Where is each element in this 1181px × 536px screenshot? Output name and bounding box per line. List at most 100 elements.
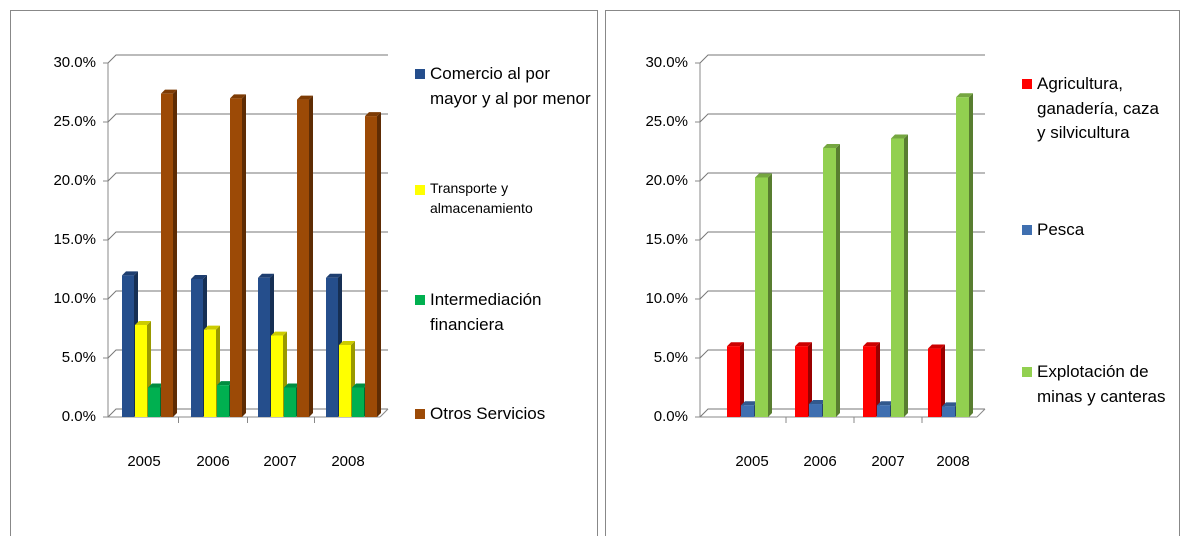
bar-front [365, 116, 377, 417]
bar-top [135, 320, 151, 325]
bar-front [877, 405, 890, 417]
legend-item: Otros Servicios [415, 402, 595, 427]
x-tick-label: 2007 [871, 453, 904, 470]
grid-line [699, 54, 985, 64]
bar-front [956, 97, 969, 417]
y-tick-label: 10.0% [645, 290, 688, 307]
y-tick-label: 20.0% [53, 172, 96, 189]
bar-front [823, 147, 836, 417]
legend-item: Transporte y almacenamiento [415, 178, 595, 219]
legend-swatch [1022, 367, 1032, 377]
bar [161, 89, 177, 418]
bar [230, 94, 246, 418]
y-tick-label: 30.0% [53, 54, 96, 71]
bar-front [863, 346, 876, 417]
legend-swatch [415, 69, 425, 79]
legend-label: Pesca [1037, 220, 1085, 239]
bar-front [795, 346, 808, 417]
bar-front [928, 348, 941, 417]
bar-front [161, 93, 173, 418]
bar-top [956, 93, 973, 98]
bar-top [942, 402, 959, 407]
bar-front [271, 335, 283, 417]
legend-swatch [415, 409, 425, 419]
legend-item: Intermediación financiera [415, 288, 595, 337]
bar-front [727, 346, 740, 417]
bar-top [928, 344, 945, 349]
bar-front [217, 385, 229, 417]
bar-side [740, 342, 744, 417]
bar-side [836, 143, 840, 417]
legend-item: Pesca [1022, 218, 1172, 243]
legend-label: Comercio al por mayor y al por menor [430, 64, 591, 108]
bar-top [339, 341, 355, 346]
grid-line [107, 172, 388, 182]
bar-front [284, 387, 296, 417]
bar-front [148, 387, 160, 417]
bar [823, 143, 840, 417]
bar [365, 112, 381, 417]
bar-front [258, 277, 270, 417]
x-tick-label: 2008 [936, 453, 969, 470]
bar-top [863, 342, 880, 347]
x-tick-label: 2007 [263, 453, 296, 470]
bar-top [877, 401, 894, 406]
bar-top [258, 273, 274, 278]
legend-swatch [1022, 225, 1032, 235]
y-tick-label: 30.0% [645, 54, 688, 71]
bar-front [135, 324, 147, 417]
bar-front [755, 177, 768, 417]
bar-top [271, 331, 287, 336]
bar-front [191, 278, 203, 417]
bar-top [297, 95, 313, 100]
bar [135, 320, 151, 417]
bar-front [741, 405, 754, 417]
bar [863, 342, 880, 417]
bar [956, 93, 973, 417]
bar-top [326, 273, 342, 278]
bar-top [365, 112, 381, 117]
legend-item: Comercio al por mayor y al por menor [415, 62, 595, 111]
bar-top [795, 342, 812, 347]
bar-side [242, 94, 246, 418]
bar-side [876, 342, 880, 417]
legend-item: Explotación de minas y canteras [1022, 360, 1172, 409]
y-tick-label: 25.0% [53, 113, 96, 130]
bar-front [942, 406, 955, 417]
bar [928, 344, 945, 417]
y-tick-label: 10.0% [53, 290, 96, 307]
bar-top [122, 271, 138, 276]
grid-line [107, 290, 388, 300]
bar-top [891, 134, 908, 139]
bar [755, 173, 772, 417]
bar-top [823, 143, 840, 148]
y-tick-label: 5.0% [654, 349, 688, 366]
bar-front [352, 387, 364, 417]
x-tick-label: 2006 [803, 453, 836, 470]
bar-side [768, 173, 772, 417]
bar-front [204, 329, 216, 417]
bar-side [904, 134, 908, 417]
bar-top [191, 274, 207, 279]
bar-front [326, 277, 338, 417]
legend-label: Explotación de minas y canteras [1037, 362, 1166, 406]
bar-side [377, 112, 381, 417]
grid-line [107, 231, 388, 241]
bar-top [217, 381, 233, 386]
y-tick-label: 5.0% [62, 349, 96, 366]
grid-line [699, 172, 985, 182]
y-tick-label: 0.0% [62, 408, 96, 425]
bar-side [969, 93, 973, 417]
bar [795, 342, 812, 417]
grid-line [699, 113, 985, 123]
x-axis-depth [379, 408, 389, 418]
legend-swatch [415, 185, 425, 195]
bar-front [809, 404, 822, 417]
bar-side [309, 95, 313, 417]
bar-top [148, 383, 164, 388]
grid-line [107, 113, 388, 123]
legend-swatch [1022, 79, 1032, 89]
bar-front [891, 138, 904, 417]
